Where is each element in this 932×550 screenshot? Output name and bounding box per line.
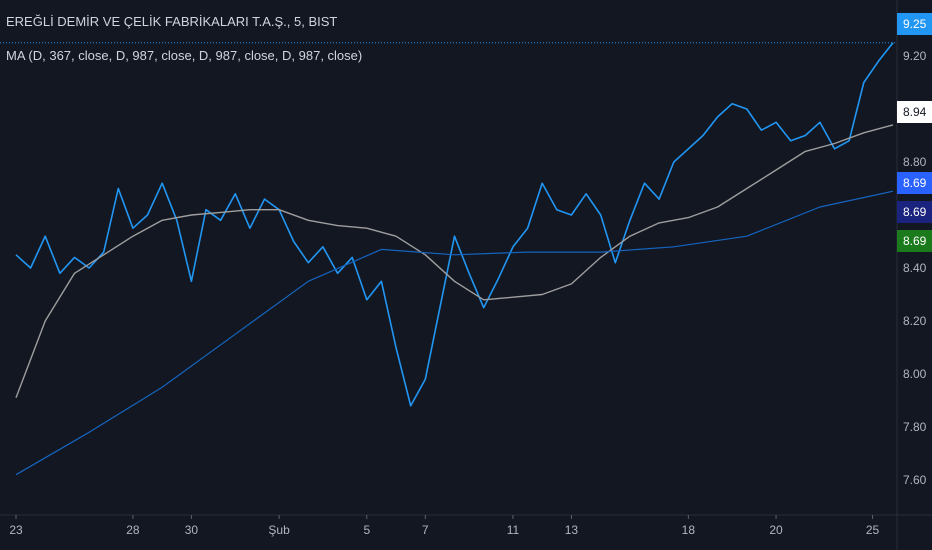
price-label-value: 8.69 [903,176,927,190]
price-label-box [897,201,932,223]
y-tick-label: 8.40 [903,261,927,275]
ma-indicator-label: MA (D, 367, close, D, 987, close, D, 987… [6,48,363,63]
x-tick-label: 13 [565,523,579,537]
price-label-box [897,172,932,194]
x-tick-label: 7 [422,523,429,537]
y-tick-label: 9.20 [903,49,927,63]
x-tick-label: 5 [363,523,370,537]
ma-367-series [15,124,894,399]
price-label-value: 8.69 [903,205,927,219]
x-tick-label: 23 [9,523,23,537]
y-tick-label: 7.80 [903,420,927,434]
y-tick-label: 8.80 [903,155,927,169]
x-tick-label: 28 [126,523,140,537]
price-label-value: 8.69 [903,234,927,248]
y-tick-label: 8.00 [903,367,927,381]
x-tick-label: 11 [507,523,520,537]
price-label-box [897,13,932,35]
x-tick-label: 18 [682,523,696,537]
ma-987-series [15,190,894,476]
x-tick-label: 20 [769,523,783,537]
price-series [15,42,894,407]
price-label-box [897,230,932,252]
price-label-value: 9.25 [903,17,927,31]
x-tick-label: 30 [185,523,199,537]
x-tick-label: 25 [866,523,880,537]
y-tick-label: 7.60 [903,473,927,487]
x-tick-label: Şub [268,523,290,537]
price-label-box [897,101,932,123]
y-tick-label: 8.20 [903,314,927,328]
chart-title: EREĞLİ DEMİR VE ÇELİK FABRİKALARI T.A.Ş.… [6,14,338,29]
price-label-value: 8.94 [903,105,927,119]
